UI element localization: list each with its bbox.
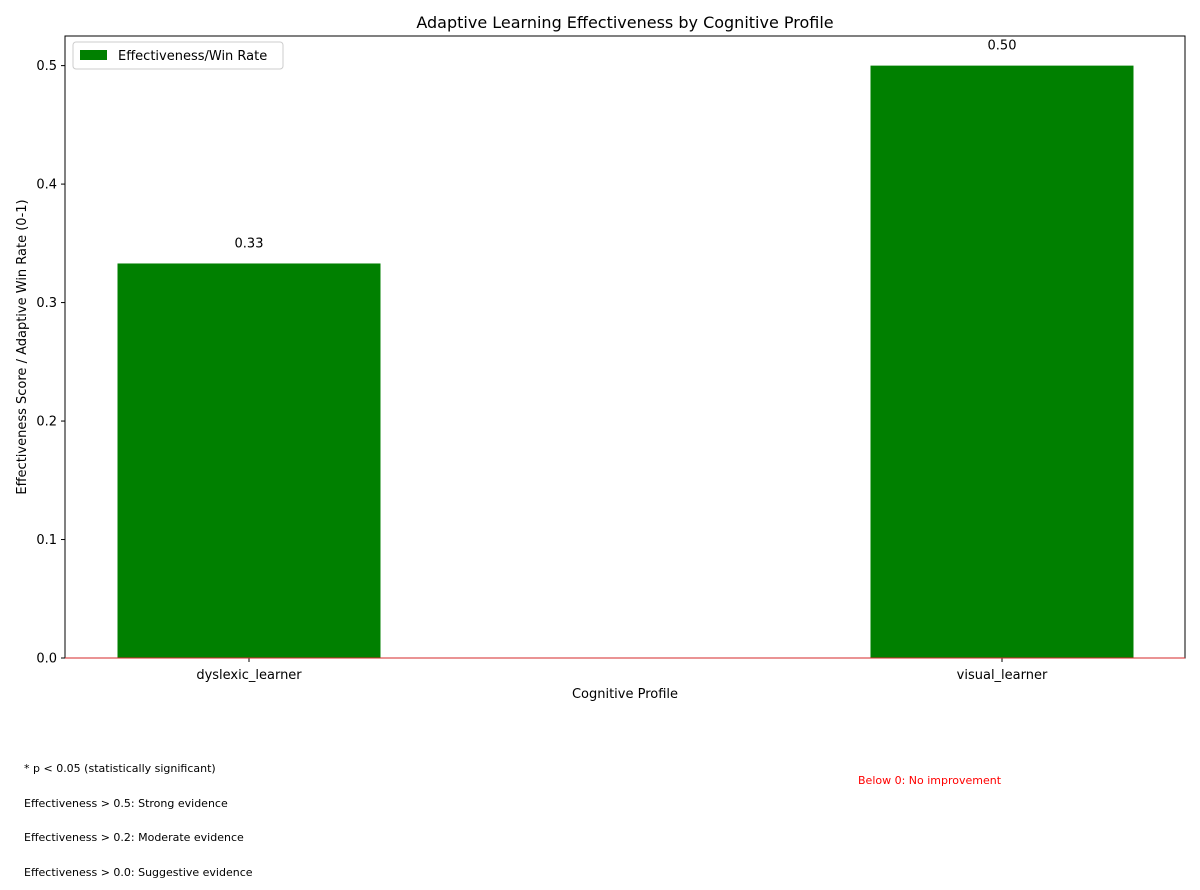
- note-line: Effectiveness > 0.5: Strong evidence: [24, 796, 228, 810]
- note-line: * p < 0.05 (statistically significant): [24, 762, 216, 775]
- x-tick-label: visual_learner: [957, 668, 1048, 683]
- legend: Effectiveness/Win Rate: [72, 41, 284, 70]
- bar: [870, 65, 1134, 659]
- y-tick-label: 0.3: [36, 296, 57, 311]
- plot-area: 0.0 0.1 0.2 0.3 0.4 0.5 0.33 dyslexic_learner 0.…: [36, 35, 1186, 683]
- note-line: Effectiveness > 0.2: Moderate evidence: [24, 831, 244, 844]
- y-tick-label: 0.5: [36, 59, 57, 74]
- y-tick-label: 0.2: [36, 415, 57, 430]
- bar-value-label: 0.33: [235, 236, 264, 251]
- chart: Adaptive Learning Effectiveness by Cogni…: [15, 13, 1186, 702]
- x-axis-label: Cognitive Profile: [572, 687, 678, 702]
- x-tick-label: dyslexic_learner: [196, 668, 302, 683]
- y-axis-label: Effectiveness Score / Adaptive Win Rate …: [15, 199, 30, 494]
- legend-frame: [72, 41, 284, 70]
- y-tick-label: 0.1: [36, 533, 57, 548]
- notes-block: * p < 0.05 (statistically significant) E…: [24, 740, 253, 890]
- bar: [117, 263, 381, 658]
- chart-title: Adaptive Learning Effectiveness by Cogni…: [416, 13, 833, 32]
- note-line: Effectiveness > 0.0: Suggestive evidence: [24, 865, 253, 879]
- y-tick-label: 0.4: [36, 178, 57, 193]
- bar-value-label: 0.50: [988, 39, 1017, 54]
- legend-label: Effectiveness/Win Rate: [118, 49, 267, 64]
- legend-swatch: [80, 50, 107, 60]
- negative-note: Below 0: No improvement: [858, 774, 1002, 787]
- y-tick-label: 0.0: [36, 652, 57, 667]
